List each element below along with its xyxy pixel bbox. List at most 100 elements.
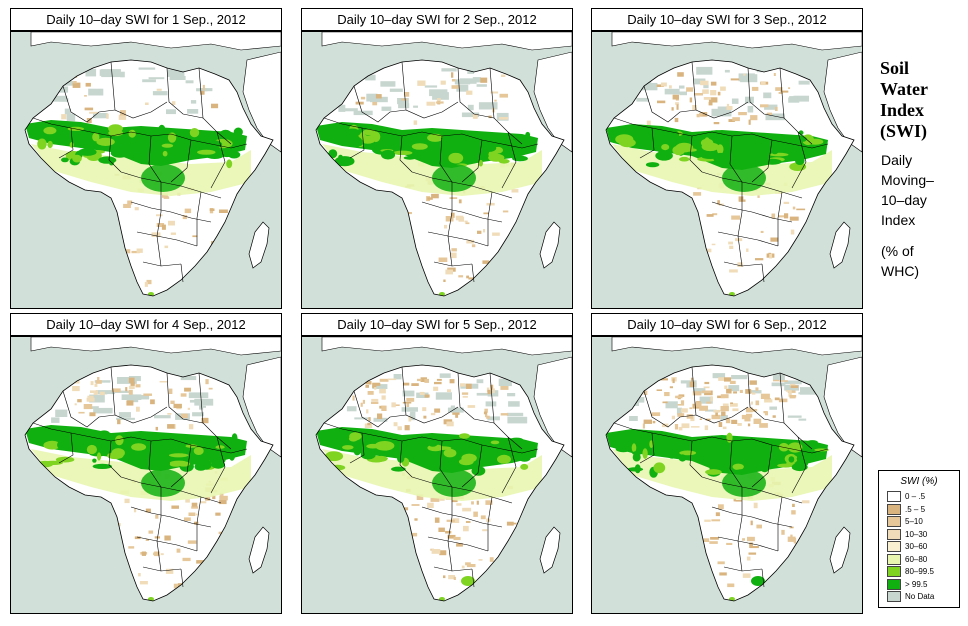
description-line: Moving–	[881, 172, 934, 188]
country-border	[323, 117, 539, 149]
swi-field	[606, 66, 832, 296]
country-border	[32, 422, 248, 454]
country-border	[689, 440, 703, 478]
map-svg	[11, 337, 281, 613]
legend-label: .5 – 5	[905, 504, 926, 514]
index-title-line: (SWI)	[880, 121, 928, 141]
country-border	[737, 487, 743, 572]
legend-item: .5 – 5	[887, 503, 957, 516]
legend-item: 0 – .5	[887, 491, 957, 503]
panel-title: Daily 10–day SWI for 5 Sep., 2012	[301, 313, 573, 336]
country-border	[170, 444, 192, 488]
legend-swatch	[887, 516, 901, 527]
index-units: (% of WHC)	[881, 241, 919, 281]
country-border	[411, 171, 513, 199]
europe-landmass	[611, 337, 862, 356]
legend-swatch	[887, 553, 901, 565]
index-title-line: Soil	[880, 58, 910, 78]
country-border	[447, 487, 453, 572]
description-line: Daily	[881, 152, 913, 168]
country-border	[166, 67, 204, 119]
country-border	[62, 390, 116, 428]
country-border	[210, 131, 226, 189]
legend-item: 10–30	[887, 528, 957, 541]
map-svg	[592, 32, 862, 308]
country-border	[639, 127, 655, 159]
units-line: WHC)	[881, 263, 920, 279]
country-border	[487, 496, 493, 551]
country-border	[196, 191, 202, 246]
legend-label: 30–60	[905, 542, 928, 551]
legend-swatch	[887, 566, 901, 577]
map-svg	[592, 337, 862, 613]
country-border	[489, 67, 523, 145]
country-border	[777, 191, 783, 246]
legend-label: 80–99.5	[905, 567, 934, 576]
country-border	[779, 372, 813, 450]
europe-landmass	[611, 32, 862, 51]
country-border	[689, 135, 703, 173]
swi-field	[25, 372, 251, 601]
country-border	[643, 390, 697, 428]
country-border	[349, 432, 365, 464]
country-border	[196, 496, 202, 551]
country-border	[323, 422, 539, 454]
legend-item: 80–99.5	[887, 566, 957, 578]
country-border	[120, 476, 222, 504]
country-border	[148, 440, 162, 488]
description-line: 10–day	[881, 192, 927, 208]
country-border	[701, 171, 803, 199]
panel-title: Daily 10–day SWI for 1 Sep., 2012	[10, 8, 282, 31]
country-border	[210, 436, 226, 494]
country-border	[639, 432, 655, 464]
index-description: Daily Moving– 10–day Index	[881, 150, 934, 230]
legend-swatch	[887, 491, 901, 502]
country-border	[353, 390, 407, 428]
arabia-landmass	[533, 51, 572, 153]
country-border	[501, 436, 517, 494]
legend-label: No Data	[905, 592, 935, 601]
country-border	[120, 171, 222, 199]
country-border	[489, 372, 523, 450]
country-border	[349, 127, 365, 159]
panel-title: Daily 10–day SWI for 6 Sep., 2012	[591, 313, 863, 336]
country-border	[711, 201, 793, 223]
country-border	[501, 131, 517, 189]
madagascar	[539, 221, 561, 269]
arabia-landmass	[823, 356, 862, 458]
europe-landmass	[30, 337, 281, 356]
country-border	[180, 263, 184, 283]
africa-map	[301, 336, 573, 614]
country-border	[761, 263, 765, 283]
legend-swatch	[887, 503, 901, 515]
country-border	[58, 127, 74, 159]
map-svg	[302, 32, 572, 308]
country-border	[747, 67, 785, 119]
country-border	[32, 117, 248, 149]
panel-title: Daily 10–day SWI for 4 Sep., 2012	[10, 313, 282, 336]
country-border	[613, 117, 829, 149]
country-border	[198, 372, 232, 450]
country-border	[421, 506, 503, 528]
legend-item: No Data	[887, 591, 957, 603]
legend-label: 0 – .5	[905, 492, 926, 501]
map-svg	[302, 337, 572, 613]
country-border	[487, 191, 493, 246]
description-line: Index	[881, 212, 916, 228]
coastline	[24, 59, 274, 297]
country-border	[399, 135, 413, 173]
country-border	[701, 476, 803, 504]
legend-item: 30–60	[887, 541, 957, 553]
index-title-line: Index	[880, 100, 925, 120]
country-border	[421, 201, 503, 223]
africa-map	[10, 31, 282, 309]
country-border	[136, 231, 198, 247]
country-border	[717, 536, 779, 552]
coastline	[315, 364, 565, 602]
legend-item: 60–80	[887, 553, 957, 566]
legend-label: > 99.5	[905, 579, 928, 589]
country-border	[457, 372, 495, 424]
arabia-landmass	[823, 51, 862, 153]
country-border	[779, 67, 813, 145]
country-border	[62, 85, 116, 123]
